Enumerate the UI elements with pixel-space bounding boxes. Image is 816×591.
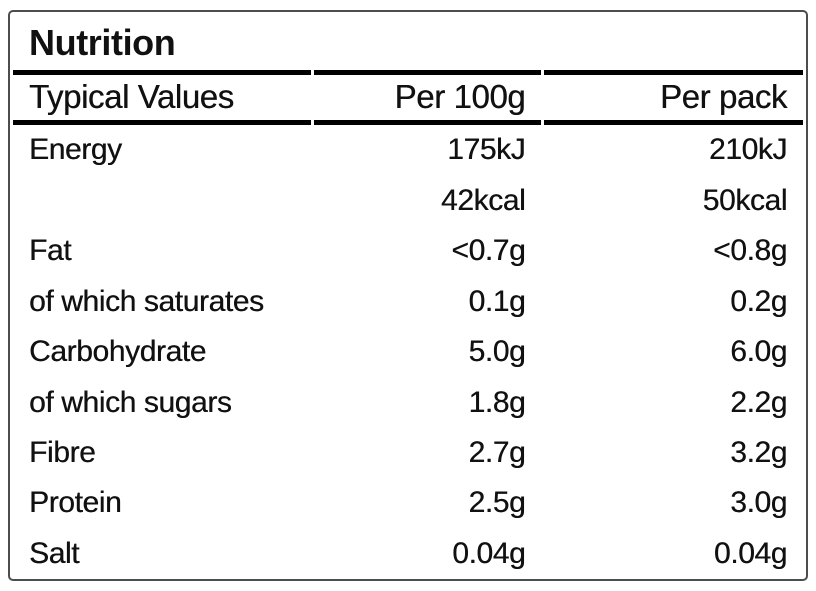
nutrient-name-cell: Protein (29, 486, 122, 520)
per-100g-value-cell: 1.8g (468, 385, 526, 419)
table-row-energy-kcal: 42kcal 50kcal (13, 176, 803, 226)
per-100g-value-cell: 2.5g (468, 486, 526, 520)
per-100g-value-cell: 0.1g (468, 284, 526, 318)
table-row-saturates: of which saturates 0.1g 0.2g (13, 276, 803, 326)
nutrient-name-cell: Carbohydrate (29, 335, 206, 369)
per-pack-value-cell: 0.04g (713, 536, 787, 570)
per-100g-value-cell: 175kJ (447, 133, 526, 167)
nutrient-name-cell: Fibre (29, 435, 96, 469)
per-pack-value-cell: <0.8g (713, 234, 787, 268)
table-row-sugars: of which sugars 1.8g 2.2g (13, 377, 803, 427)
table-row-protein: Protein 2.5g 3.0g (13, 478, 803, 528)
per-pack-value-cell: 50kcal (702, 183, 788, 217)
per-100g-value-cell: 2.7g (468, 435, 526, 469)
per-100g-value-cell: 42kcal (440, 183, 526, 217)
table-row-carbohydrate: Carbohydrate 5.0g 6.0g (13, 327, 803, 377)
per-pack-value-cell: 0.2g (730, 284, 787, 318)
nutrient-name-cell: Energy (29, 133, 122, 167)
per-pack-value-cell: 3.0g (730, 486, 787, 520)
table-row-energy-kj: Energy 175kJ 210kJ (13, 125, 803, 175)
per-pack-value-cell: 2.2g (730, 385, 787, 419)
nutrient-name-cell: of which saturates (29, 284, 264, 318)
column-header-per-pack: Per pack (544, 69, 803, 126)
per-pack-value-cell: 6.0g (730, 335, 787, 369)
column-header-typical-values: Typical Values (13, 69, 311, 126)
per-100g-value-cell: 0.04g (452, 536, 526, 570)
table-row-fibre: Fibre 2.7g 3.2g (13, 428, 803, 478)
nutrient-name-cell: Salt (29, 536, 80, 570)
nutrition-table: Nutrition Typical Values Per 100g Per pa… (10, 12, 806, 579)
nutrient-name-cell (13, 176, 311, 226)
title-row: Nutrition (13, 12, 803, 70)
per-100g-value-cell: 5.0g (468, 335, 526, 369)
per-pack-value-cell: 210kJ (708, 133, 787, 167)
table-row-salt: Salt 0.04g 0.04g (13, 529, 803, 579)
table-row-fat: Fat <0.7g <0.8g (13, 226, 803, 276)
nutrient-name-cell: of which sugars (29, 385, 232, 419)
per-pack-value-cell: 3.2g (730, 435, 787, 469)
nutrient-name-cell: Fat (29, 234, 72, 268)
column-header-per-100g: Per 100g (313, 69, 542, 126)
nutrition-label: Nutrition Typical Values Per 100g Per pa… (8, 10, 808, 581)
nutrition-title: Nutrition (29, 21, 176, 63)
column-header-row: Typical Values Per 100g Per pack (13, 69, 803, 126)
per-100g-value-cell: <0.7g (451, 234, 526, 268)
